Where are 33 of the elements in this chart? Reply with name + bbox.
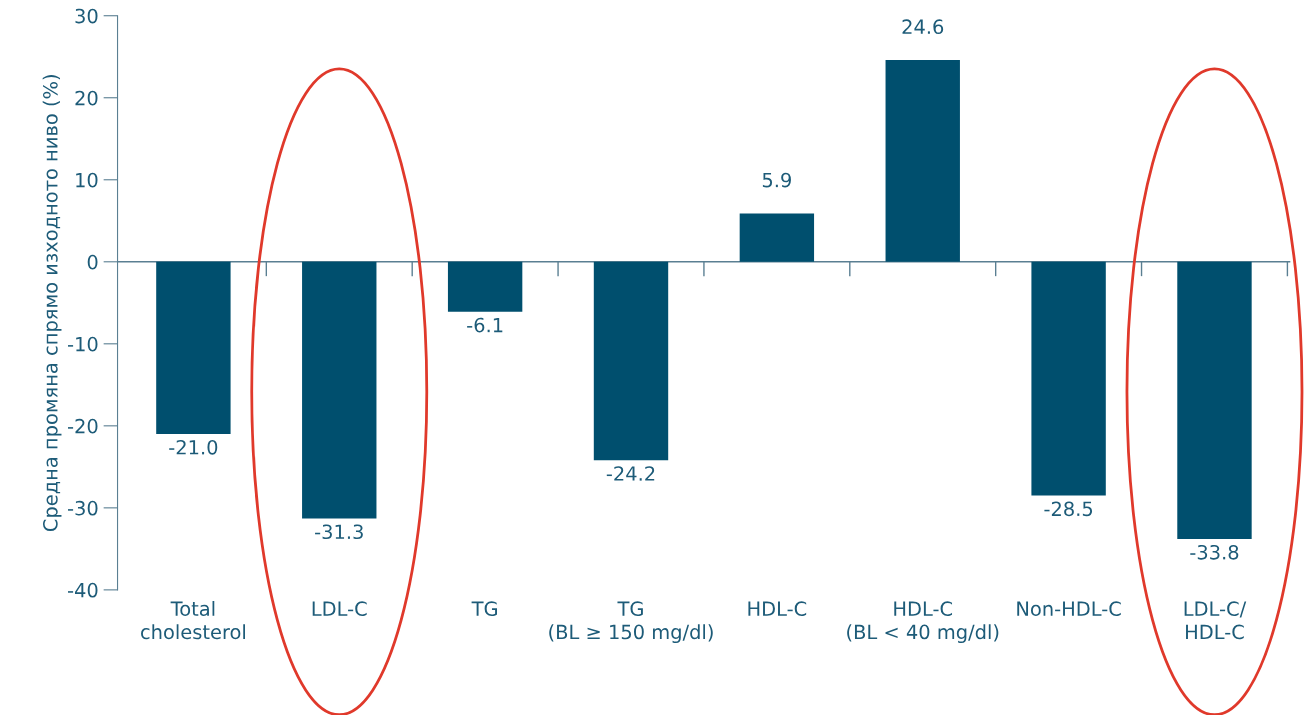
bar [156,261,231,435]
y-tick-label: 10 [76,172,98,188]
x-tick-label: HDL-C [748,601,807,617]
y-tick-label: -10 [67,336,98,352]
data-label: -21.0 [169,439,218,455]
data-label: 24.6 [902,19,944,35]
data-label: -6.1 [467,317,503,333]
bar [302,261,377,519]
data-label: -28.5 [1044,501,1093,517]
y-tick-label: 0 [87,254,98,270]
bar [1031,261,1106,496]
x-tick-label: Total cholesterol [141,600,245,640]
bar [593,261,669,461]
data-label: -24.2 [606,466,655,481]
x-tick-label: Non-HDL-C [1017,601,1121,617]
y-tick-label: -20 [67,418,98,434]
x-tick-label: HDL-C (BL < 40 mg/dl) [847,601,999,644]
y-tick-label: -40 [67,582,98,598]
x-tick-label: TG (BL ≥ 150 mg/dl) [549,601,713,644]
x-tick-label: LDL-C/ HDL-C [1184,601,1247,640]
bar [885,60,960,262]
data-label: -33.8 [1190,544,1239,560]
data-label: 5.9 [762,172,791,188]
bar [1177,261,1252,540]
bar [447,261,523,312]
y-tick-label: 30 [75,8,98,24]
x-tick-label: TG [471,601,498,617]
y-axis-title: Средна промяна спрямо изходното ниво (%) [42,75,62,532]
y-tick-label: -30 [67,500,98,516]
x-tick-label: LDL-C [312,601,367,617]
y-tick-label: 20 [75,90,98,106]
data-label: -31.3 [315,524,363,540]
bar [739,213,815,262]
